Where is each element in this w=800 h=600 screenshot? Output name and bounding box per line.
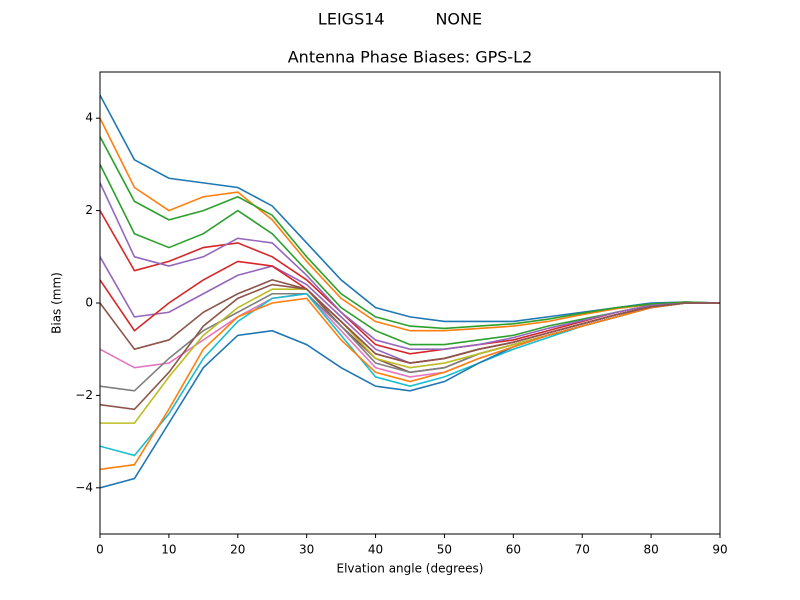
series-line	[100, 283, 720, 411]
x-tick-label: 30	[299, 543, 314, 557]
x-tick-label: 80	[643, 543, 658, 557]
y-tick-label: −2	[75, 388, 93, 402]
y-tick-label: 4	[85, 111, 93, 125]
suptitle: LEIGS14 NONE	[318, 10, 482, 29]
y-axis-label: Bias (mm)	[50, 272, 64, 334]
x-tick-label: 50	[437, 543, 452, 557]
x-tick-label: 40	[368, 543, 383, 557]
y-tick-label: −4	[75, 480, 93, 494]
y-tick-label: 0	[85, 296, 93, 310]
x-axis-label: Elvation angle (degrees)	[337, 562, 484, 576]
series-line	[100, 297, 720, 471]
x-tick-label: 70	[575, 543, 590, 557]
x-tick-label: 20	[230, 543, 245, 557]
y-tick-label: 2	[85, 203, 93, 217]
x-tick-label: 90	[712, 543, 727, 557]
series-line	[100, 117, 720, 332]
x-tick-label: 10	[161, 543, 176, 557]
plot-area	[100, 94, 720, 489]
series-line	[100, 136, 720, 330]
chart-title: Antenna Phase Biases: GPS-L2	[288, 48, 533, 67]
x-tick-label: 0	[96, 543, 104, 557]
series-line	[100, 182, 720, 350]
x-tick-label: 60	[506, 543, 521, 557]
